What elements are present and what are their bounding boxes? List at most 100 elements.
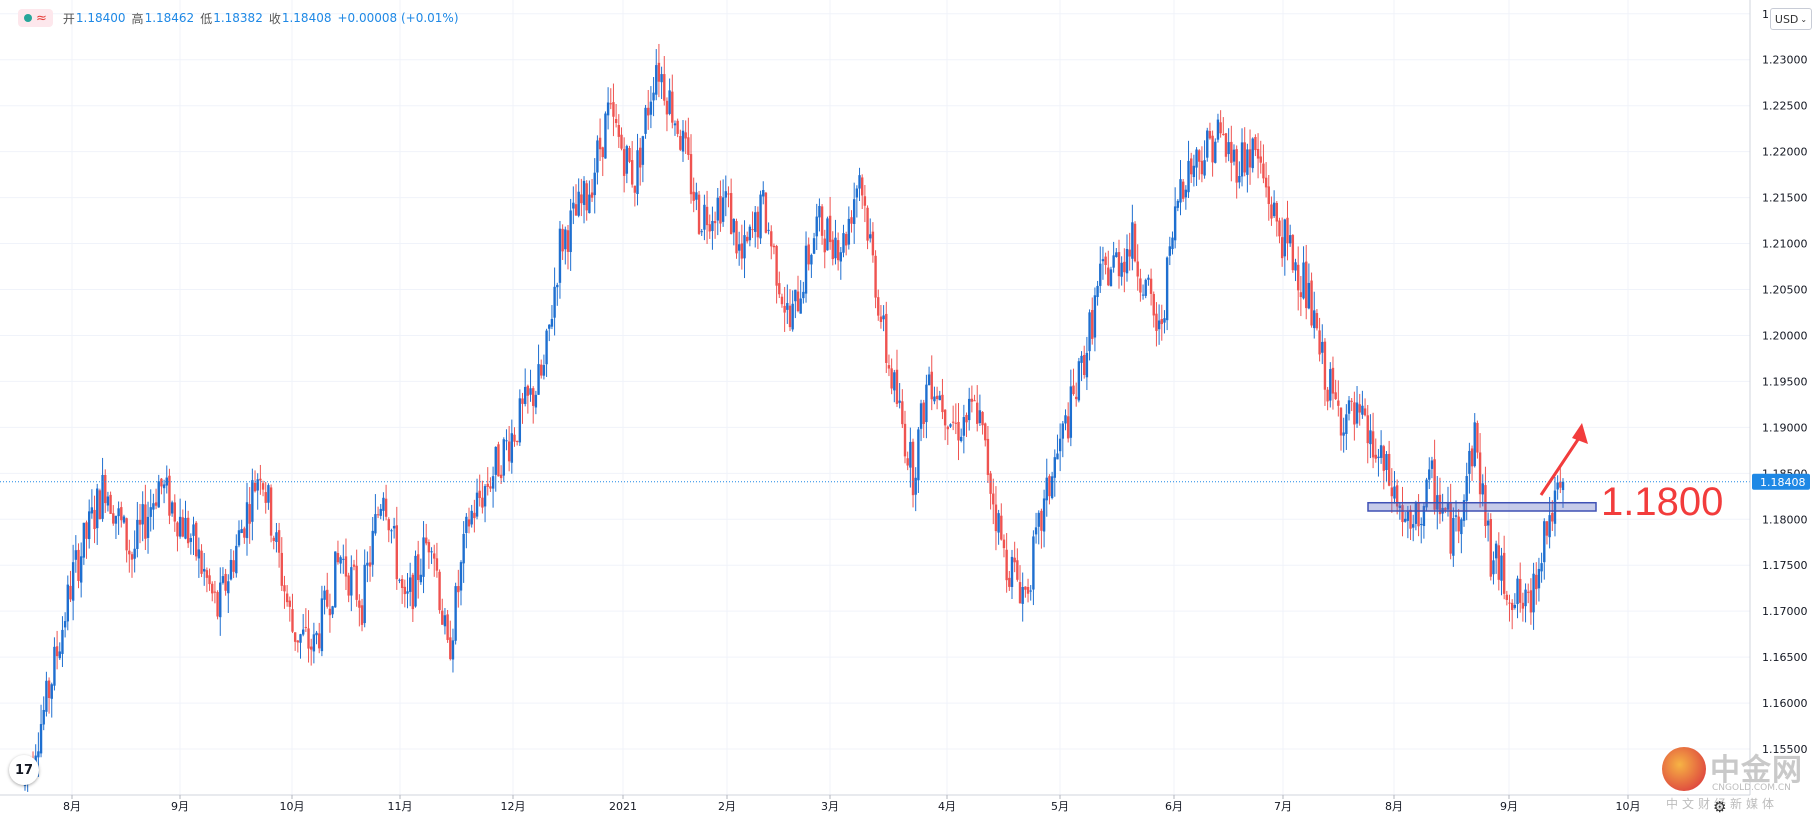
candle-body — [1331, 367, 1335, 394]
candle-body — [612, 102, 615, 117]
candle-body — [580, 194, 583, 204]
candle-body — [647, 107, 650, 116]
candle-body — [1227, 142, 1230, 155]
candle-body — [1339, 407, 1343, 436]
candle-body — [213, 591, 217, 593]
candle-body — [1272, 202, 1276, 217]
candle-body — [1288, 235, 1292, 244]
candle-body — [716, 197, 719, 221]
candle-body — [935, 395, 939, 400]
candle-body — [1444, 507, 1447, 511]
candle-body — [513, 434, 516, 442]
candle-body — [406, 591, 409, 594]
tradingview-logo-icon[interactable]: 17 — [9, 755, 39, 785]
candle-body — [181, 517, 185, 537]
high-label: 高 — [131, 11, 144, 26]
time-tick-label: 7月 — [1274, 800, 1292, 813]
candle-body — [45, 680, 48, 712]
candle-body — [82, 522, 86, 558]
candle-body — [553, 286, 556, 318]
candle-body — [1088, 312, 1091, 352]
candle-body — [898, 400, 901, 403]
candle-body — [382, 497, 385, 511]
chevron-down-icon: ⌄ — [1800, 14, 1808, 24]
candle-body — [692, 191, 695, 201]
candle-body — [951, 421, 955, 423]
candle-body — [379, 508, 382, 516]
candle-body — [981, 412, 984, 426]
currency-dropdown[interactable]: USD ⌄ — [1770, 8, 1812, 30]
candle-body — [219, 582, 222, 618]
candle-body — [1238, 176, 1241, 183]
candle-body — [1005, 549, 1008, 581]
candle-body — [906, 458, 909, 466]
price-tick-label: 1.22500 — [1762, 100, 1808, 113]
candle-body — [1112, 255, 1115, 268]
candle-body — [454, 586, 457, 641]
candle-body — [1535, 574, 1538, 590]
candle-body — [104, 475, 107, 504]
candle-body — [1342, 432, 1345, 436]
candle-body — [885, 313, 888, 363]
candle-body — [336, 553, 340, 563]
candle-body — [735, 221, 738, 254]
candle-body — [277, 530, 281, 553]
candle-body — [1002, 539, 1006, 549]
candle-body — [1361, 405, 1364, 415]
candle-body — [352, 564, 356, 567]
candle-body — [168, 475, 171, 516]
candle-body — [1532, 573, 1535, 613]
candle-body — [754, 212, 757, 232]
candle-body — [192, 524, 195, 536]
candle-body — [941, 394, 944, 413]
candle-body — [1117, 252, 1121, 277]
price-tick-label: 1.23000 — [1762, 54, 1808, 67]
candle-body — [893, 372, 896, 391]
candle-body — [842, 233, 845, 253]
candle-body — [558, 228, 562, 283]
candle-body — [1305, 261, 1308, 309]
candle-body — [384, 498, 388, 517]
candle-body — [577, 191, 580, 216]
time-tick-label: 8月 — [63, 800, 81, 813]
candle-body — [1438, 494, 1442, 515]
candle-body — [371, 530, 374, 565]
candle-body — [71, 562, 75, 601]
candle-body — [871, 231, 875, 256]
candle-body — [55, 646, 59, 657]
candle-body — [1519, 578, 1522, 603]
candle-body — [721, 197, 725, 222]
candle-body — [788, 305, 792, 328]
price-axis[interactable]: 1.235001.230001.225001.220001.215001.210… — [1762, 8, 1808, 756]
candle-body — [427, 542, 431, 553]
candle-body — [293, 632, 297, 642]
candle-body — [986, 438, 990, 475]
candle-body — [39, 724, 43, 754]
candle-body — [879, 316, 883, 322]
time-axis[interactable]: 8月 9月 10月 11月 12月 2021 2月 3月 4月 5月 6月 7月 8月 9月 10月 — [63, 795, 1641, 813]
candle-body — [355, 565, 358, 600]
time-tick-label: 9月 — [171, 800, 189, 813]
candle-body — [1430, 460, 1434, 469]
candle-body — [1080, 355, 1083, 363]
gear-icon[interactable]: ⚙ — [1713, 799, 1727, 816]
candle-body — [1465, 476, 1468, 501]
candle-body — [826, 218, 829, 251]
candle-body — [727, 193, 730, 195]
series-toggle[interactable]: ≈ — [18, 9, 53, 27]
candle-body — [101, 474, 104, 519]
candle-body — [350, 567, 353, 596]
candle-body — [515, 440, 519, 442]
candle-body — [1548, 515, 1551, 538]
candle-body — [745, 236, 749, 242]
candle-body — [732, 218, 736, 233]
candle-body — [339, 557, 342, 564]
candle-body — [639, 147, 642, 168]
candle-body — [903, 423, 907, 457]
candle-body — [227, 581, 230, 594]
candle-body — [1406, 511, 1410, 521]
candle-body — [927, 374, 931, 386]
candle-body — [1104, 256, 1107, 266]
candle-body — [839, 252, 843, 262]
